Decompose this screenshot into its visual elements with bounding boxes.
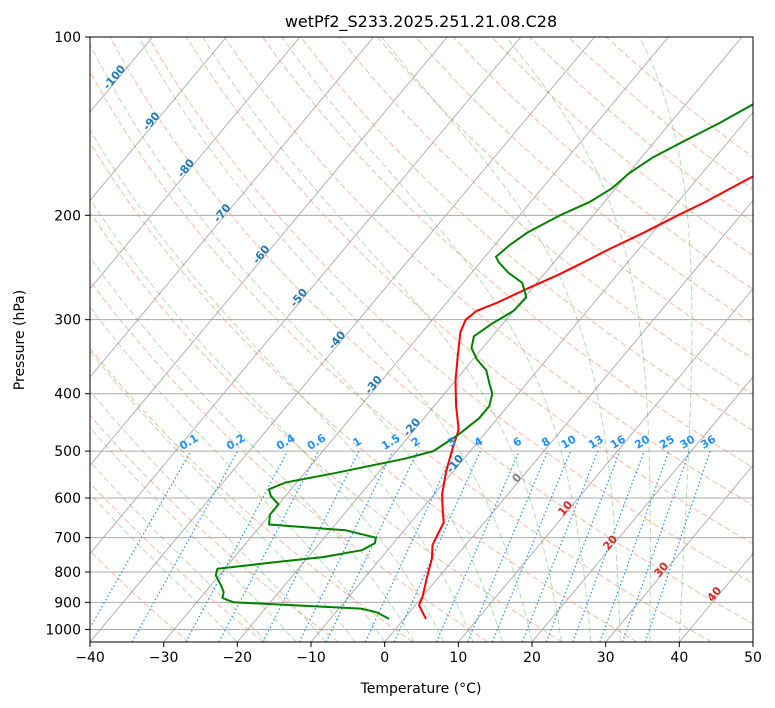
- mixing-ratio-line: [90, 450, 192, 629]
- x-axis-title: Temperature (°C): [360, 681, 482, 697]
- dry-adiabat-line: [90, 142, 638, 642]
- x-tick-label: −30: [149, 650, 179, 666]
- y-tick-label: 500: [54, 444, 81, 460]
- mixing-ratio-line: [131, 450, 239, 642]
- dry-adiabat-line: [90, 279, 488, 642]
- moist-adiabat-line: [90, 493, 238, 642]
- x-tick-label: −20: [223, 650, 253, 666]
- mixing-ratio-line: [621, 450, 690, 642]
- isotherm-line: [90, 37, 374, 378]
- isotherm-line: [163, 37, 669, 642]
- dry-adiabat-line: [415, 37, 753, 325]
- dry-adiabat-line: [185, 37, 753, 545]
- isotherm-line: [90, 37, 227, 202]
- dry-adiabat-line: [338, 37, 753, 395]
- moist-adiabat-line: [90, 256, 415, 642]
- isotherm-line: [605, 464, 753, 642]
- temperature-profile-line: [418, 175, 753, 620]
- mixing-ratio-line: [298, 450, 394, 642]
- dry-adiabat-line: [147, 37, 753, 584]
- moist-adiabat-line: [90, 350, 356, 642]
- y-tick-label: 1000: [45, 622, 81, 638]
- mixing-ratio-line: [325, 450, 419, 642]
- isotherm-line: [236, 37, 743, 642]
- y-tick-label: 600: [54, 491, 81, 507]
- dry-adiabat-line: [90, 482, 264, 642]
- y-tick-label: 300: [54, 313, 81, 329]
- plot-frame: [89, 36, 754, 643]
- isotherm-line: [90, 37, 522, 555]
- moist-adiabat-line: [639, 37, 693, 642]
- mixing-ratio-line: [393, 450, 481, 642]
- isotherm-line: [90, 37, 448, 467]
- dry-adiabat-line: [90, 414, 339, 642]
- dry-adiabat-line: [90, 211, 563, 642]
- x-tick-label: 0: [380, 650, 389, 666]
- moist-adiabat-line: [281, 37, 592, 642]
- dry-adiabat-line: [453, 37, 753, 291]
- y-tick-label: 100: [54, 30, 81, 46]
- y-tick-label: 900: [54, 595, 81, 611]
- profile-lines: [214, 103, 753, 620]
- background-lines: [90, 37, 753, 642]
- y-axis-title: Pressure (hPa): [12, 290, 28, 390]
- chart-title: wetPf2_S233.2025.251.21.08.C28: [285, 12, 557, 32]
- dewpoint-profile-line: [214, 103, 753, 620]
- dry-adiabat-line: [90, 550, 190, 642]
- isotherm-line: [90, 37, 595, 642]
- x-tick-label: 50: [744, 650, 762, 666]
- isotherm-line: [384, 199, 753, 642]
- isotherm-line: [90, 37, 301, 290]
- x-tick-label: −40: [75, 650, 105, 666]
- x-tick-label: 40: [670, 650, 688, 666]
- x-tick-label: −10: [296, 650, 326, 666]
- dry-adiabat-line: [262, 37, 753, 469]
- moist-adiabat-line: [90, 426, 297, 642]
- moist-adiabat-line: [90, 43, 503, 642]
- isotherm-line: [531, 376, 753, 642]
- moist-adiabat-line: [138, 37, 533, 642]
- x-tick-label: 20: [523, 650, 541, 666]
- isotherm-line: [457, 288, 753, 642]
- moist-adiabat-line: [90, 390, 327, 642]
- moist-adiabat-line: [90, 128, 474, 642]
- y-tick-label: 400: [54, 387, 81, 403]
- moist-adiabat-line: [505, 37, 651, 642]
- dry-adiabat-line: [224, 37, 753, 506]
- mixing-ratio-line: [599, 450, 670, 642]
- y-tick-label: 200: [54, 208, 81, 224]
- mixing-ratio-line: [185, 450, 289, 642]
- dry-adiabat-line: [376, 37, 753, 360]
- x-tick-label: 10: [449, 650, 467, 666]
- dry-adiabat-line: [90, 347, 414, 642]
- mixing-ratio-line: [435, 450, 520, 642]
- moist-adiabat-line: [381, 37, 621, 642]
- y-tick-label: 800: [54, 565, 81, 581]
- dry-adiabat-line: [90, 70, 712, 642]
- mixing-ratio-line: [364, 450, 455, 642]
- dry-adiabat-line: [109, 37, 753, 625]
- x-tick-label: 30: [597, 650, 615, 666]
- mixing-ratio-line: [466, 450, 549, 642]
- axes: −40 −30 −20 −10 0 10 20 30 40 50 1000 900 800 700 600 5…: [45, 30, 762, 666]
- y-tick-label: 700: [54, 531, 81, 547]
- mixing-ratio-line: [644, 450, 711, 642]
